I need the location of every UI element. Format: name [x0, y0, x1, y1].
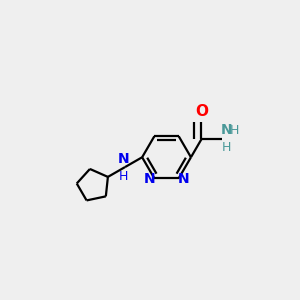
Text: N: N	[143, 172, 155, 186]
Text: H: H	[119, 170, 128, 183]
Text: N: N	[221, 123, 232, 137]
Text: N: N	[118, 152, 130, 166]
Text: H: H	[222, 141, 231, 154]
Text: O: O	[195, 104, 208, 119]
Text: N: N	[178, 172, 190, 186]
Text: H: H	[229, 124, 239, 137]
